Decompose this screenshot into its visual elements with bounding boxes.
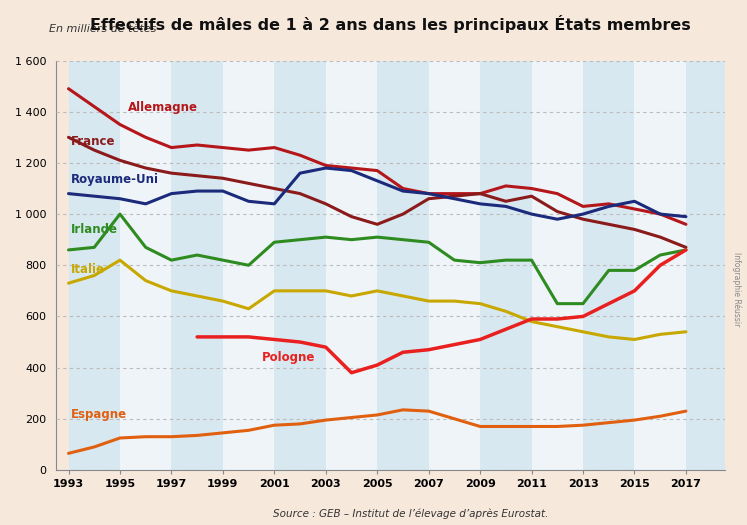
Bar: [429, 60, 480, 470]
Bar: [223, 60, 274, 470]
Text: Irlande: Irlande: [71, 223, 118, 236]
Bar: [480, 60, 532, 470]
Bar: [274, 60, 326, 470]
Bar: [583, 60, 634, 470]
Bar: [686, 60, 737, 470]
Bar: [377, 60, 429, 470]
Bar: [69, 60, 120, 470]
Text: Infographie Réussir: Infographie Réussir: [732, 251, 742, 326]
Bar: [326, 60, 377, 470]
Text: Espagne: Espagne: [71, 408, 127, 422]
Bar: [532, 60, 583, 470]
Text: Source : GEB – Institut de l’élevage d’après Eurostat.: Source : GEB – Institut de l’élevage d’a…: [273, 509, 548, 519]
Text: En milliers de têtes: En milliers de têtes: [49, 24, 156, 34]
Bar: [634, 60, 686, 470]
Text: Italie: Italie: [71, 264, 105, 276]
Text: Pologne: Pologne: [261, 351, 314, 364]
Bar: [120, 60, 171, 470]
Text: Royaume-Uni: Royaume-Uni: [71, 173, 159, 186]
Title: Effectifs de mâles de 1 à 2 ans dans les principaux États membres: Effectifs de mâles de 1 à 2 ans dans les…: [90, 15, 690, 33]
Bar: [171, 60, 223, 470]
Text: France: France: [71, 134, 116, 148]
Text: Allemagne: Allemagne: [128, 101, 198, 114]
